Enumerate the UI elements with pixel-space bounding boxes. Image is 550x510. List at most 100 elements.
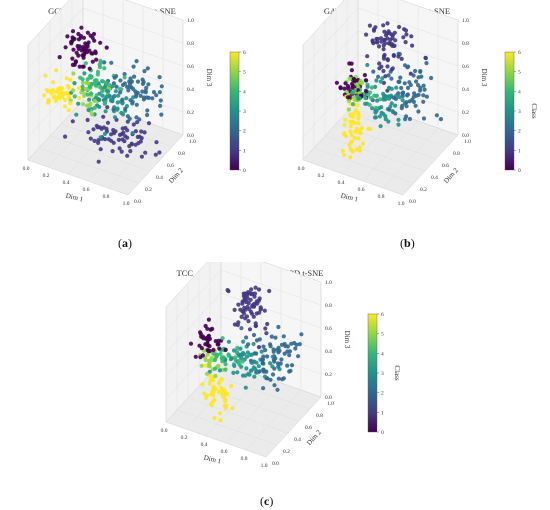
scatter-point [226, 353, 231, 358]
x-tick-label: 0.4 [338, 180, 345, 186]
scatter-point [411, 99, 416, 104]
scatter-point [51, 80, 56, 85]
scatter-point [276, 376, 281, 381]
scatter-point [346, 98, 351, 103]
grid-line [313, 147, 415, 184]
scatter-point [381, 23, 386, 28]
scatter-point [140, 81, 146, 86]
scatter-point [273, 356, 278, 361]
scatter-point [150, 96, 155, 101]
scatter-point [157, 150, 162, 155]
scatter-point [219, 377, 224, 382]
grid-line [165, 292, 222, 354]
scatter-point [220, 392, 225, 397]
scatter-point [117, 146, 122, 151]
grid-line [82, 30, 184, 67]
scatter-point [405, 85, 411, 90]
scatter-point [257, 337, 262, 342]
scatter-point [364, 32, 369, 37]
scatter-point [122, 72, 127, 77]
grid-line [27, 99, 84, 161]
scatter-point [123, 106, 128, 111]
scatter-point [135, 120, 140, 125]
scatter-point [385, 21, 390, 26]
scatter-point [208, 327, 213, 332]
z-axis-label: Dim 3 [343, 331, 351, 349]
scatter-point [236, 359, 242, 364]
scatter-point [262, 374, 268, 379]
scatter-point [97, 65, 103, 70]
scatter-point [239, 314, 244, 319]
scatter-point [402, 81, 407, 86]
scatter-point [410, 43, 415, 48]
scatter-point [375, 36, 380, 42]
scatter-point [66, 108, 71, 113]
scatter-point [340, 148, 345, 153]
axis-ticks: 0.00.20.40.60.81.0 0.00.20.40.60.81.00.00… [161, 280, 335, 469]
scatter-point [236, 320, 241, 325]
scatter-point [356, 130, 361, 135]
scatter-point [115, 107, 120, 112]
colorbar: 0 1 2 3 4 5 6 Class [367, 312, 401, 436]
scatter-point [113, 89, 118, 94]
grid-line [400, 0, 459, 21]
scatter-point [393, 103, 398, 108]
scatter-point [118, 78, 123, 83]
scatter-point [80, 102, 86, 107]
scatter-point [262, 308, 267, 313]
grid-line [346, 111, 448, 148]
scatter-point [389, 42, 395, 47]
scatter-point [241, 339, 246, 344]
scatter-point [256, 345, 262, 350]
scatter-point [287, 369, 292, 374]
y-tick-label: 0.0 [409, 199, 416, 205]
scatter-point [79, 25, 84, 30]
scatter-point [103, 96, 108, 101]
scatter-point [133, 129, 138, 134]
scatter-point [375, 98, 380, 103]
scatter-point [205, 326, 210, 331]
scatter-point [387, 107, 392, 112]
scatter-point [77, 95, 82, 101]
scatter-point [404, 32, 409, 37]
scatter-point [376, 74, 381, 79]
scatter-point [414, 79, 419, 84]
scatter-point [66, 94, 71, 99]
scatter-point [76, 101, 81, 106]
z-tick-label: 0.4 [187, 87, 194, 93]
scatter-point [89, 91, 94, 96]
scatter-point [361, 141, 366, 146]
scatter-point [257, 296, 262, 301]
scatter-point [254, 311, 259, 316]
scatter-point [254, 360, 259, 365]
scatter-point [396, 79, 401, 84]
scatter-point [221, 355, 226, 360]
scatter-point [351, 111, 357, 116]
scatter-point [259, 349, 264, 354]
panel-a-gcn-3d-scatter: GCN Model Embeddings - 3D t-SNE0.00.20.4… [23, 0, 246, 207]
scatter-point [134, 115, 139, 120]
scatter-point [112, 75, 117, 80]
scatter-point [100, 89, 105, 94]
scatter-point [263, 326, 268, 331]
scatter-point [69, 39, 74, 45]
scatter-point [350, 81, 355, 86]
scatter-point [153, 152, 158, 157]
scatter-point [217, 411, 223, 416]
scatter-point [125, 153, 130, 158]
scatter-point [81, 52, 86, 58]
scatter-point [357, 148, 362, 153]
scatter-point [381, 43, 386, 48]
scatter-point [63, 45, 68, 50]
scatter-point [145, 108, 150, 113]
grid-line [357, 7, 459, 44]
z-tick-label: 0.6 [325, 326, 332, 332]
grid-line [82, 7, 184, 44]
scatter-point [364, 78, 369, 83]
grid-line [302, 159, 404, 196]
scatter-point [122, 81, 127, 86]
z-tick-label: 0.2 [187, 110, 194, 116]
scatter-point [342, 122, 347, 127]
scatter-point [139, 154, 144, 159]
scatter-point [216, 389, 222, 394]
